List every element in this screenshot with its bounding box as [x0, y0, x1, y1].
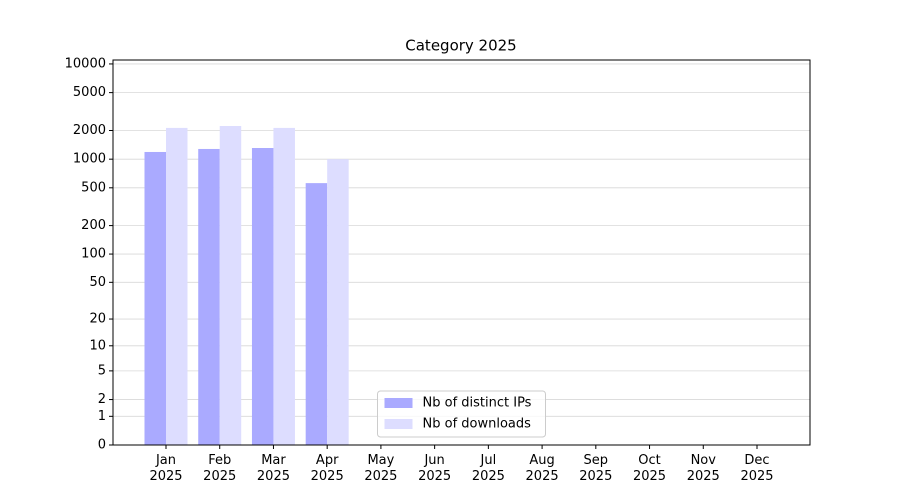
bar [305, 183, 328, 446]
chart-title: Category 2025 [405, 37, 516, 55]
legend-label: Nb of distinct IPs [423, 396, 532, 411]
y-tick-label: 1 [98, 409, 106, 424]
y-tick-label: 10 [89, 338, 106, 353]
bar [144, 151, 166, 445]
x-tick-label: Dec 2025 [740, 453, 774, 484]
x-tick-label: Jun 2025 [418, 453, 452, 484]
bar [198, 148, 220, 446]
x-tick-label: Sep 2025 [579, 453, 613, 484]
x-tick-label: Mar 2025 [256, 453, 290, 484]
y-tick-label: 5 [98, 363, 106, 378]
y-tick-label: 0 [98, 438, 106, 453]
x-tick-label: Jul 2025 [471, 453, 505, 484]
y-tick-label: 200 [81, 218, 106, 233]
legend-swatch [384, 419, 413, 429]
legend-box [377, 390, 546, 438]
y-tick-label: 100 [81, 247, 106, 262]
bar [251, 148, 274, 445]
legend-swatch [384, 398, 413, 408]
legend-label: Nb of downloads [423, 417, 532, 432]
x-tick-label: Feb 2025 [203, 453, 237, 484]
bar [273, 127, 295, 445]
y-tick-label: 2 [98, 392, 106, 407]
y-tick-label: 20 [89, 312, 106, 327]
y-tick-label: 5000 [73, 85, 106, 100]
x-tick-label: Jan 2025 [149, 453, 183, 484]
x-tick-label: Oct 2025 [632, 453, 667, 484]
x-tick-label: Aug 2025 [525, 453, 559, 484]
plot-frame [112, 59, 811, 446]
x-tick-label: Apr 2025 [310, 453, 344, 484]
bar [327, 159, 349, 445]
bar [166, 127, 188, 445]
y-tick-label: 500 [81, 180, 106, 195]
x-tick-label: May 2025 [364, 453, 398, 484]
y-tick-label: 10000 [65, 56, 106, 71]
x-tick-label: Nov 2025 [686, 453, 720, 484]
y-tick-label: 1000 [73, 152, 106, 167]
y-tick-label: 50 [89, 275, 106, 290]
bar [219, 126, 242, 445]
y-tick-label: 2000 [73, 123, 106, 138]
